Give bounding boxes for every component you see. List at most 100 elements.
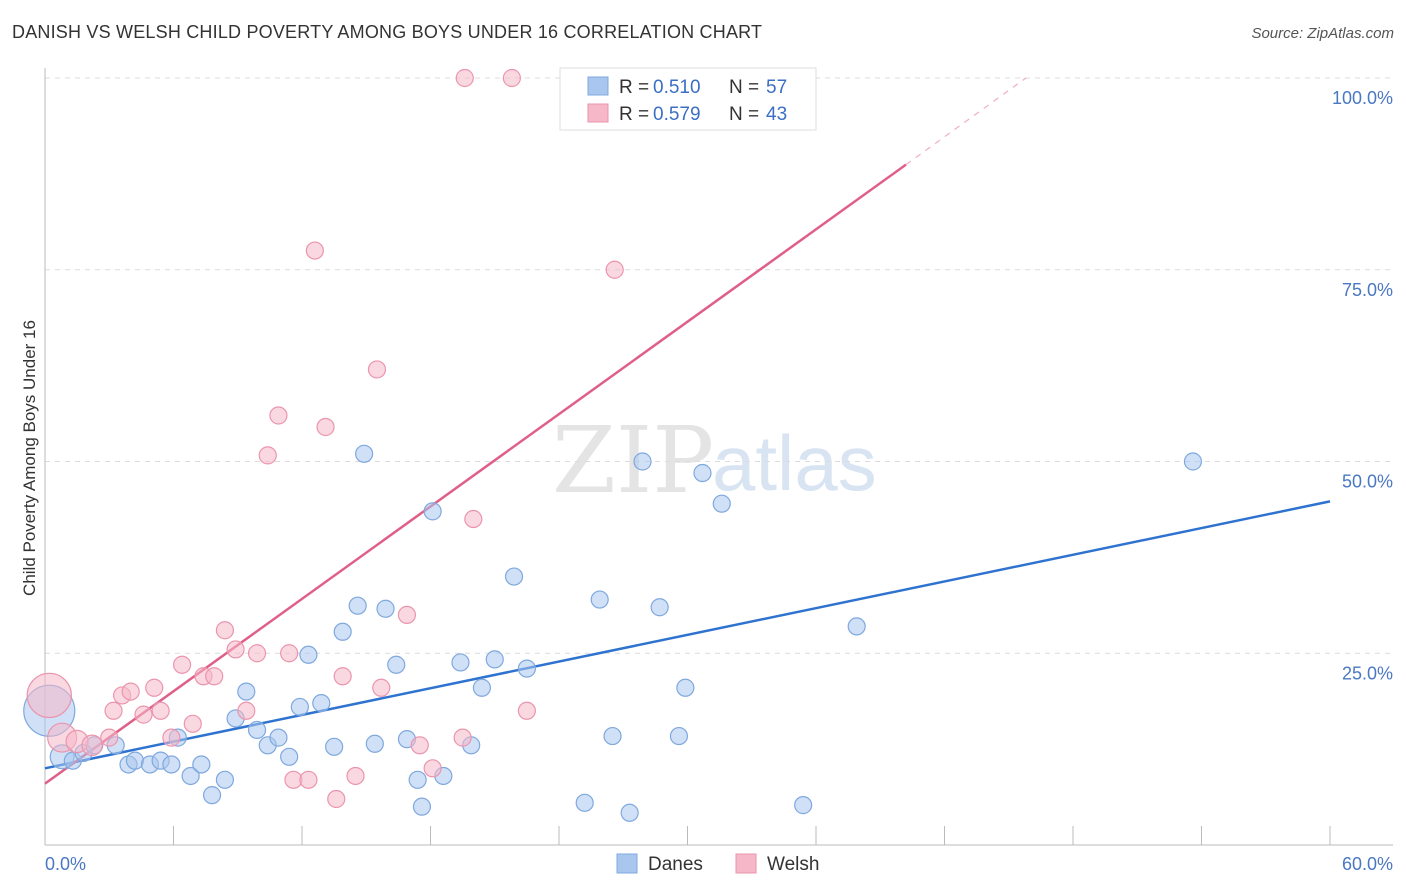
x-tick-label-1: 60.0% <box>1342 854 1393 874</box>
watermark: ZIP atlas <box>552 407 877 514</box>
trend-line-extension-welsh <box>905 77 1027 166</box>
point-danes-50 <box>676 678 695 697</box>
point-welsh-26 <box>316 417 335 437</box>
point-welsh-19 <box>247 644 267 663</box>
series-legend: Danes Welsh <box>616 853 819 875</box>
point-welsh-25 <box>305 241 324 260</box>
legend-label-danes: Danes <box>648 854 703 875</box>
point-danes-24 <box>312 694 331 713</box>
point-danes-35 <box>423 502 442 521</box>
point-danes-45 <box>603 726 622 746</box>
point-welsh-38 <box>605 260 624 279</box>
point-danes-21 <box>280 747 299 766</box>
point-danes-20 <box>269 728 288 747</box>
point-danes-29 <box>365 734 384 753</box>
y-tick-label-3: 100.0% <box>1332 88 1393 108</box>
stats-r-label-danes: R = <box>619 77 649 98</box>
y-axis-label: Child Poverty Among Boys Under 16 <box>20 320 39 596</box>
source-label: Source: ZipAtlas.com <box>1251 25 1394 42</box>
point-danes-28 <box>355 444 374 463</box>
point-danes-23 <box>299 645 318 664</box>
legend-swatch-danes <box>616 853 638 874</box>
point-welsh-3 <box>81 734 103 757</box>
point-welsh-18 <box>237 701 256 720</box>
point-danes-55 <box>1183 452 1203 471</box>
point-welsh-13 <box>183 714 202 733</box>
point-danes-33 <box>408 770 427 789</box>
point-welsh-21 <box>269 406 288 425</box>
point-danes-47 <box>633 452 652 471</box>
stats-n-label-danes: N = <box>729 77 759 98</box>
point-danes-34 <box>412 797 432 816</box>
point-welsh-22 <box>280 644 299 663</box>
point-danes-31 <box>387 655 406 674</box>
point-welsh-27 <box>327 789 346 809</box>
point-danes-46 <box>620 803 639 822</box>
stats-n-value-welsh: 43 <box>766 104 787 125</box>
stats-n-label-welsh: N = <box>729 104 759 125</box>
point-welsh-16 <box>215 621 234 640</box>
y-tick-label-2: 75.0% <box>1342 280 1393 300</box>
trend-line-danes <box>44 500 1331 770</box>
x-tick-labels: 0.0% 60.0% <box>45 854 1393 874</box>
point-danes-13 <box>192 755 211 774</box>
point-danes-18 <box>247 720 267 740</box>
stats-r-value-danes: 0.510 <box>653 77 701 98</box>
point-welsh-36 <box>464 509 483 529</box>
series-welsh <box>26 68 729 809</box>
point-danes-26 <box>333 622 352 641</box>
stats-r-label-welsh: R = <box>619 104 649 125</box>
y-tick-label-1: 50.0% <box>1342 472 1393 492</box>
data-points <box>23 68 1203 822</box>
watermark-zip: ZIP <box>552 407 714 514</box>
stats-legend: R = 0.510 N = 57 R = 0.579 N = 43 <box>559 67 817 131</box>
watermark-atlas: atlas <box>712 419 877 507</box>
point-danes-43 <box>575 793 594 812</box>
point-welsh-9 <box>145 678 164 697</box>
trend-line-welsh <box>44 163 907 785</box>
point-welsh-28 <box>333 667 352 686</box>
point-welsh-12 <box>172 655 192 674</box>
point-danes-25 <box>325 737 344 756</box>
y-tick-label-0: 25.0% <box>1342 663 1393 683</box>
point-welsh-35 <box>453 728 472 747</box>
point-welsh-7 <box>121 682 140 701</box>
point-welsh-11 <box>162 728 181 747</box>
point-welsh-15 <box>205 667 224 686</box>
point-danes-39 <box>472 678 491 697</box>
point-danes-15 <box>215 770 234 789</box>
point-welsh-32 <box>397 605 417 625</box>
point-danes-14 <box>202 786 222 805</box>
point-danes-49 <box>669 726 689 746</box>
stats-swatch-welsh <box>587 103 609 123</box>
point-welsh-31 <box>372 678 391 697</box>
stats-swatch-danes <box>587 76 609 96</box>
stats-n-value-danes: 57 <box>766 77 787 98</box>
stats-r-value-welsh: 0.579 <box>653 104 701 125</box>
point-danes-51 <box>693 463 712 483</box>
point-danes-17 <box>237 682 256 701</box>
point-welsh-5 <box>104 701 123 720</box>
point-danes-54 <box>847 617 866 636</box>
x-tick-label-0: 0.0% <box>45 854 86 874</box>
point-welsh-20 <box>258 446 277 465</box>
point-danes-27 <box>348 596 367 615</box>
axes <box>44 68 1393 846</box>
point-welsh-24 <box>299 770 318 789</box>
point-welsh-8 <box>134 705 153 724</box>
point-danes-7 <box>125 751 145 770</box>
gridlines <box>45 77 1393 654</box>
legend-swatch-welsh <box>735 853 757 874</box>
point-welsh-34 <box>423 759 442 778</box>
point-danes-53 <box>794 796 813 815</box>
point-welsh-40 <box>455 68 474 88</box>
y-tick-labels: 25.0% 50.0% 75.0% 100.0% <box>1332 88 1393 683</box>
point-welsh-4 <box>100 728 119 747</box>
point-welsh-29 <box>346 766 365 786</box>
point-danes-22 <box>290 697 309 717</box>
point-danes-30 <box>376 599 395 618</box>
point-danes-12 <box>181 766 200 786</box>
point-danes-52 <box>712 494 731 513</box>
legend-label-welsh: Welsh <box>767 854 819 875</box>
